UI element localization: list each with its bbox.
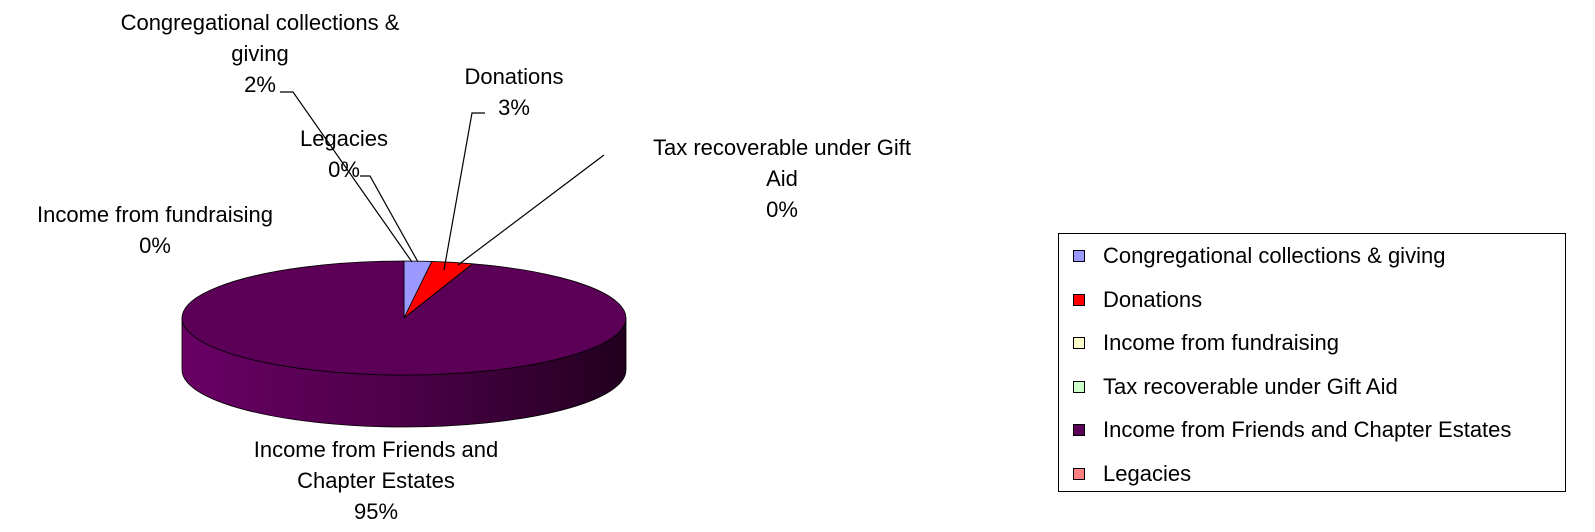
- data-label-text-line: Chapter Estates: [297, 468, 455, 493]
- leader-line-donations: [443, 112, 485, 271]
- legend-label: Tax recoverable under Gift Aid: [1103, 373, 1398, 399]
- legend-item-donations: Donations: [1073, 287, 1202, 313]
- legend: Congregational collections & giving Donat…: [1058, 233, 1566, 492]
- legend-label: Congregational collections & giving: [1103, 243, 1446, 268]
- legend-label: Income from fundraising: [1103, 330, 1339, 355]
- legend-label: Legacies: [1103, 460, 1192, 486]
- data-label-text-line: Congregational collections &: [121, 10, 400, 35]
- leader-line-legacies: [360, 175, 419, 263]
- data-label-value: 2%: [244, 72, 276, 97]
- legend-swatch: [1073, 380, 1085, 393]
- pie-chart: Congregational collections & giving 2% Dona…: [37, 10, 911, 524]
- data-label-value: 95%: [354, 499, 398, 524]
- legend-label: Donations: [1103, 286, 1203, 312]
- legend-item-congregational-collections-and-giving: Congregational collections & giving: [1073, 243, 1445, 269]
- data-label-value: 0%: [139, 233, 171, 258]
- legend-swatch: [1073, 337, 1085, 349]
- legend-label: Income from Friends and Chapter Estates: [1103, 417, 1512, 442]
- legend-swatch: [1073, 250, 1085, 262]
- data-label-text-line: Income from Friends and: [254, 437, 499, 462]
- data-label-value: 0%: [766, 197, 798, 222]
- legend-swatch: [1073, 467, 1085, 480]
- data-label-text-line: Income from fundraising: [37, 202, 273, 227]
- legend-swatch: [1073, 293, 1085, 306]
- data-label-income-from-friends-and-chapter-estates: Income from Friends and Chapter Estates 95…: [254, 437, 499, 524]
- data-label-congregational-collections-and-giving: Congregational collections & giving 2%: [121, 10, 400, 97]
- data-label-text-line: Aid: [766, 166, 798, 191]
- legend-item-income-from-friends-and-chapter-estates: Income from Friends and Chapter Estates: [1073, 417, 1511, 443]
- data-label-text-line: giving: [231, 41, 288, 66]
- leader-line-congregational-collections-and-giving: [280, 91, 413, 263]
- data-label-text-line: Donations: [464, 64, 563, 89]
- data-label-value: 3%: [498, 95, 530, 120]
- legend-item-tax-recoverable-under-gift-aid: Tax recoverable under Gift Aid: [1073, 374, 1398, 400]
- data-label-legacies: Legacies 0%: [300, 126, 388, 182]
- legend-swatch: [1073, 424, 1085, 436]
- data-label-value: 0%: [328, 157, 360, 182]
- data-label-donations: Donations 3%: [464, 64, 563, 120]
- data-label-text-line: Tax recoverable under Gift: [653, 135, 911, 160]
- legend-item-legacies: Legacies: [1073, 461, 1191, 487]
- pie-slice-income-from-friends-and-chapter-estates: [181, 260, 627, 376]
- data-label-text-line: Legacies: [300, 126, 388, 151]
- data-label-tax-recoverable-under-gift-aid: Tax recoverable under Gift Aid 0%: [653, 135, 911, 222]
- leader-line-tax-recoverable-under-gift-aid: [457, 154, 605, 266]
- data-label-income-from-fundraising: Income from fundraising 0%: [37, 202, 273, 258]
- legend-item-income-from-fundraising: Income from fundraising: [1073, 330, 1339, 356]
